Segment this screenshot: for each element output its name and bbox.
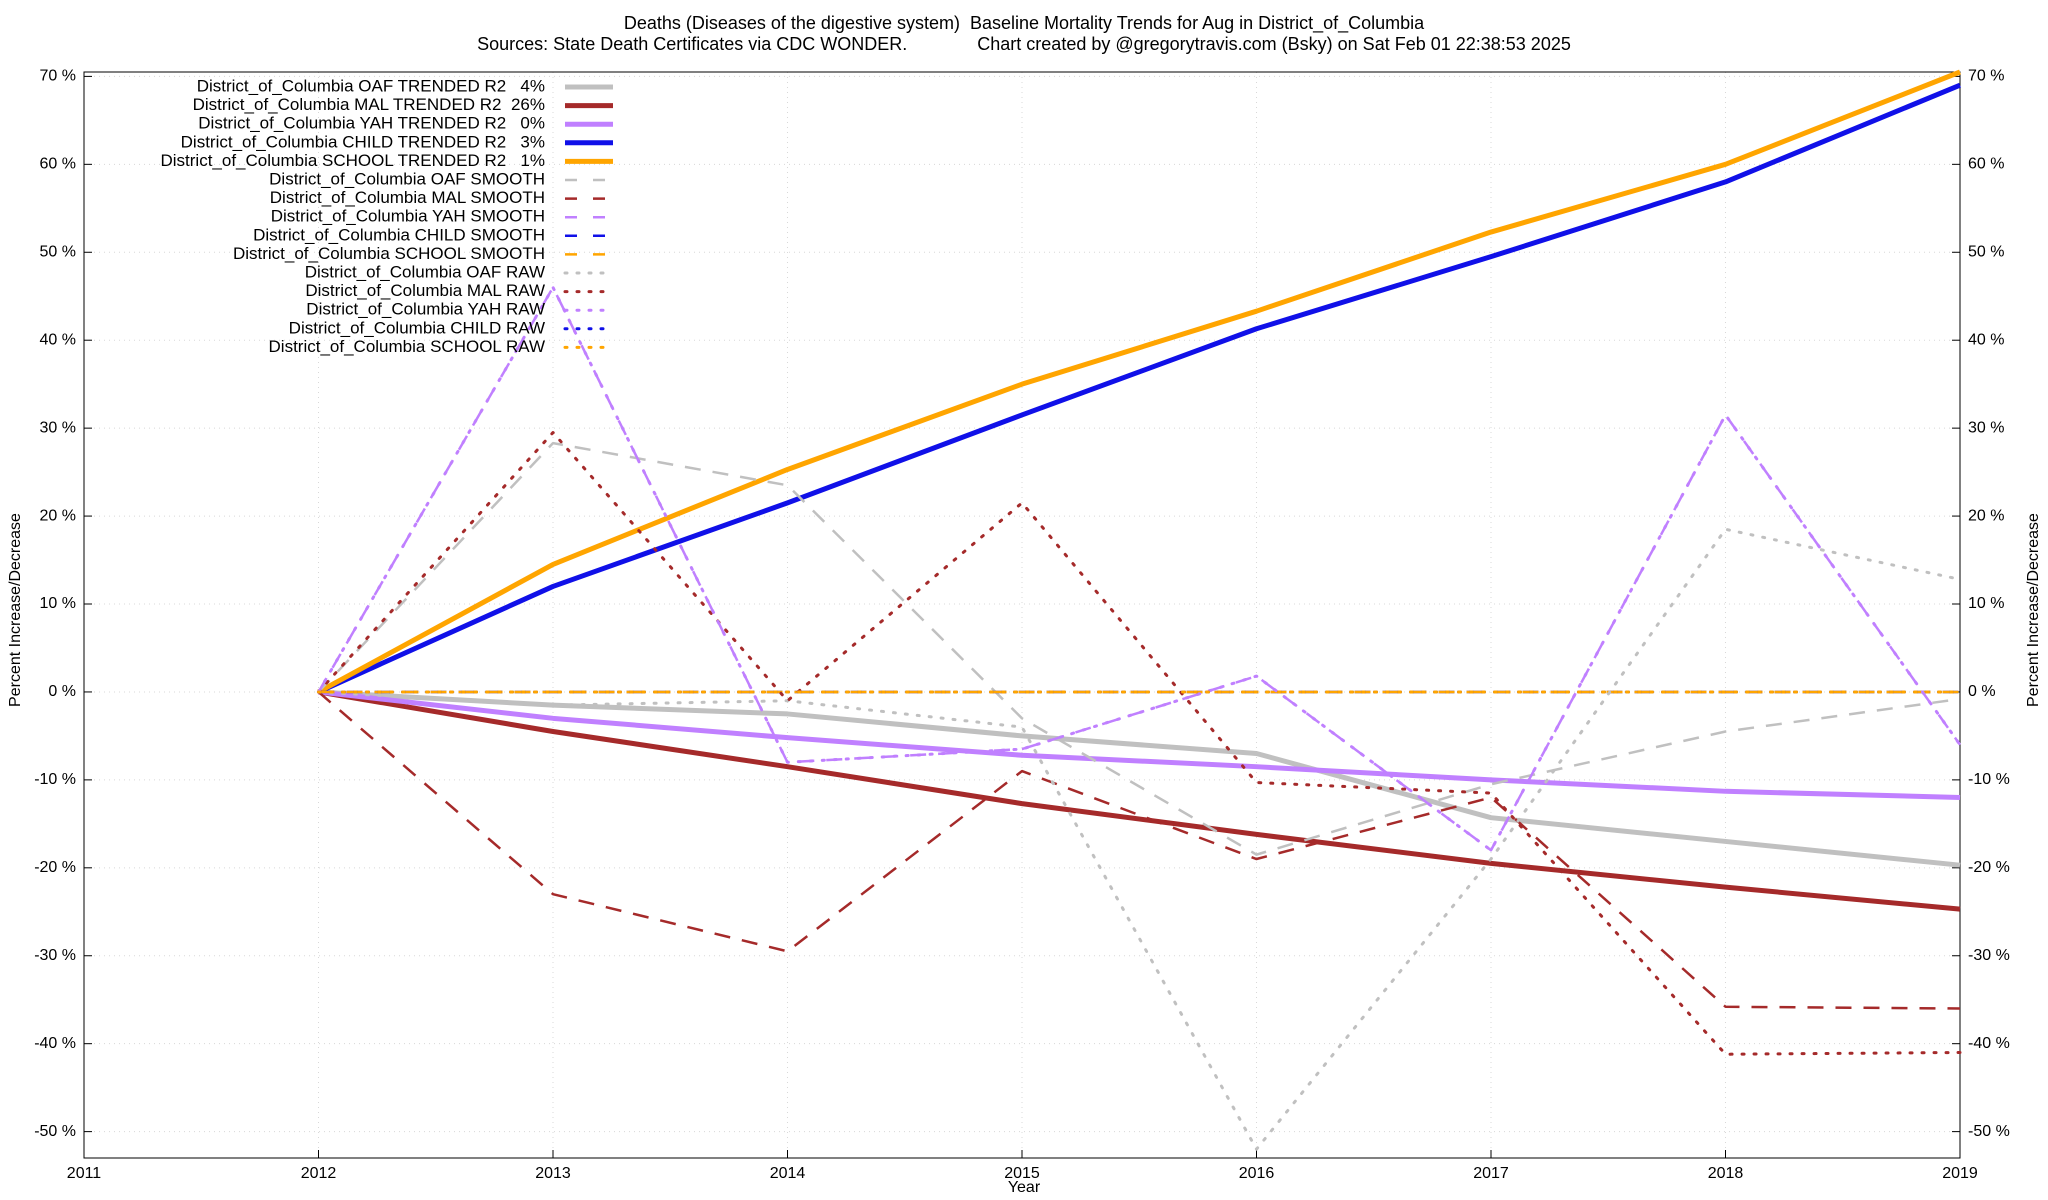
y2-tick-label: 10 % — [1968, 595, 2004, 612]
series-line — [317, 82, 1961, 695]
y-tick-label: 70 % — [40, 68, 76, 85]
legend-label: District_of_Columbia MAL TRENDED R2 26% — [193, 95, 545, 114]
y-tick-label: 30 % — [40, 419, 76, 436]
y2-tick-label: 30 % — [1968, 419, 2004, 436]
legend-label: District_of_Columbia CHILD SMOOTH — [253, 225, 545, 244]
y-tick-label: -20 % — [34, 859, 76, 876]
x-tick-label: 2018 — [1708, 1165, 1744, 1182]
x-tick-label: 2015 — [1004, 1165, 1040, 1182]
y2-tick-label: -10 % — [1968, 771, 2010, 788]
y-tick-label: 60 % — [40, 156, 76, 173]
series-line — [318, 689, 1961, 868]
legend-label: District_of_Columbia YAH TRENDED R2 0% — [198, 114, 545, 133]
y2-axis-label: Percent Increase/Decrease — [2025, 513, 2042, 707]
y-tick-label: -30 % — [34, 947, 76, 964]
y-tick-label: 20 % — [40, 507, 76, 524]
x-tick-label: 2014 — [770, 1165, 806, 1182]
y-tick-label: 0 % — [48, 683, 76, 700]
y2-tick-label: -30 % — [1968, 947, 2010, 964]
legend-label: District_of_Columbia MAL SMOOTH — [270, 188, 545, 207]
y2-tick-label: -20 % — [1968, 859, 2010, 876]
y2-tick-label: 50 % — [1968, 243, 2004, 260]
series-line — [318, 689, 1961, 912]
legend-label: District_of_Columbia OAF TRENDED R2 4% — [197, 76, 545, 95]
legend-label: District_of_Columbia YAH SMOOTH — [271, 207, 545, 226]
y-tick-label: 10 % — [40, 595, 76, 612]
y-tick-label: -10 % — [34, 771, 76, 788]
y2-tick-label: 40 % — [1968, 331, 2004, 348]
legend-label: District_of_Columbia SCHOOL RAW — [269, 337, 545, 356]
series-line — [317, 527, 1962, 1151]
legend-label: District_of_Columbia SCHOOL TRENDED R2 1… — [160, 151, 545, 170]
legend-label: District_of_Columbia OAF SMOOTH — [269, 169, 545, 188]
series-line — [317, 441, 1961, 856]
x-tick-label: 2012 — [301, 1165, 337, 1182]
chart-subtitle: Sources: State Death Certificates via CD… — [477, 34, 1571, 54]
y2-tick-label: -50 % — [1968, 1123, 2010, 1140]
plot-frame — [83, 71, 1961, 1159]
x-tick-label: 2011 — [67, 1165, 102, 1182]
y-tick-label: -40 % — [34, 1035, 76, 1052]
legend-label: District_of_Columbia YAH RAW — [306, 300, 545, 319]
legend-label: District_of_Columbia SCHOOL SMOOTH — [233, 244, 545, 263]
y-tick-label: 40 % — [40, 331, 76, 348]
y-tick-label: -50 % — [34, 1123, 76, 1140]
legend-label: District_of_Columbia MAL RAW — [305, 281, 545, 300]
legend-label: District_of_Columbia CHILD TRENDED R2 3% — [181, 132, 545, 151]
series-line — [317, 690, 1961, 1010]
y2-tick-label: 20 % — [1968, 507, 2004, 524]
chart-title: Deaths (Diseases of the digestive system… — [624, 13, 1425, 34]
y-tick-label: 50 % — [40, 243, 76, 260]
legend-label: District_of_Columbia OAF RAW — [305, 262, 545, 281]
y-axis-label: Percent Increase/Decrease — [7, 513, 24, 707]
x-tick-label: 2013 — [535, 1165, 571, 1182]
y2-tick-label: 60 % — [1968, 156, 2004, 173]
legend-label: District_of_Columbia CHILD RAW — [289, 318, 545, 337]
x-tick-label: 2016 — [1239, 1165, 1275, 1182]
y2-tick-label: -40 % — [1968, 1035, 2010, 1052]
x-tick-label: 2019 — [1942, 1165, 1978, 1182]
y2-tick-label: 0 % — [1968, 683, 1996, 700]
series-line — [317, 69, 1961, 695]
series-line — [317, 431, 1962, 1056]
y2-tick-label: 70 % — [1968, 68, 2004, 85]
series-line — [318, 689, 1961, 800]
x-tick-label: 2017 — [1473, 1165, 1509, 1182]
series-line — [317, 285, 1962, 852]
x-axis-label: Year — [1008, 1179, 1041, 1196]
